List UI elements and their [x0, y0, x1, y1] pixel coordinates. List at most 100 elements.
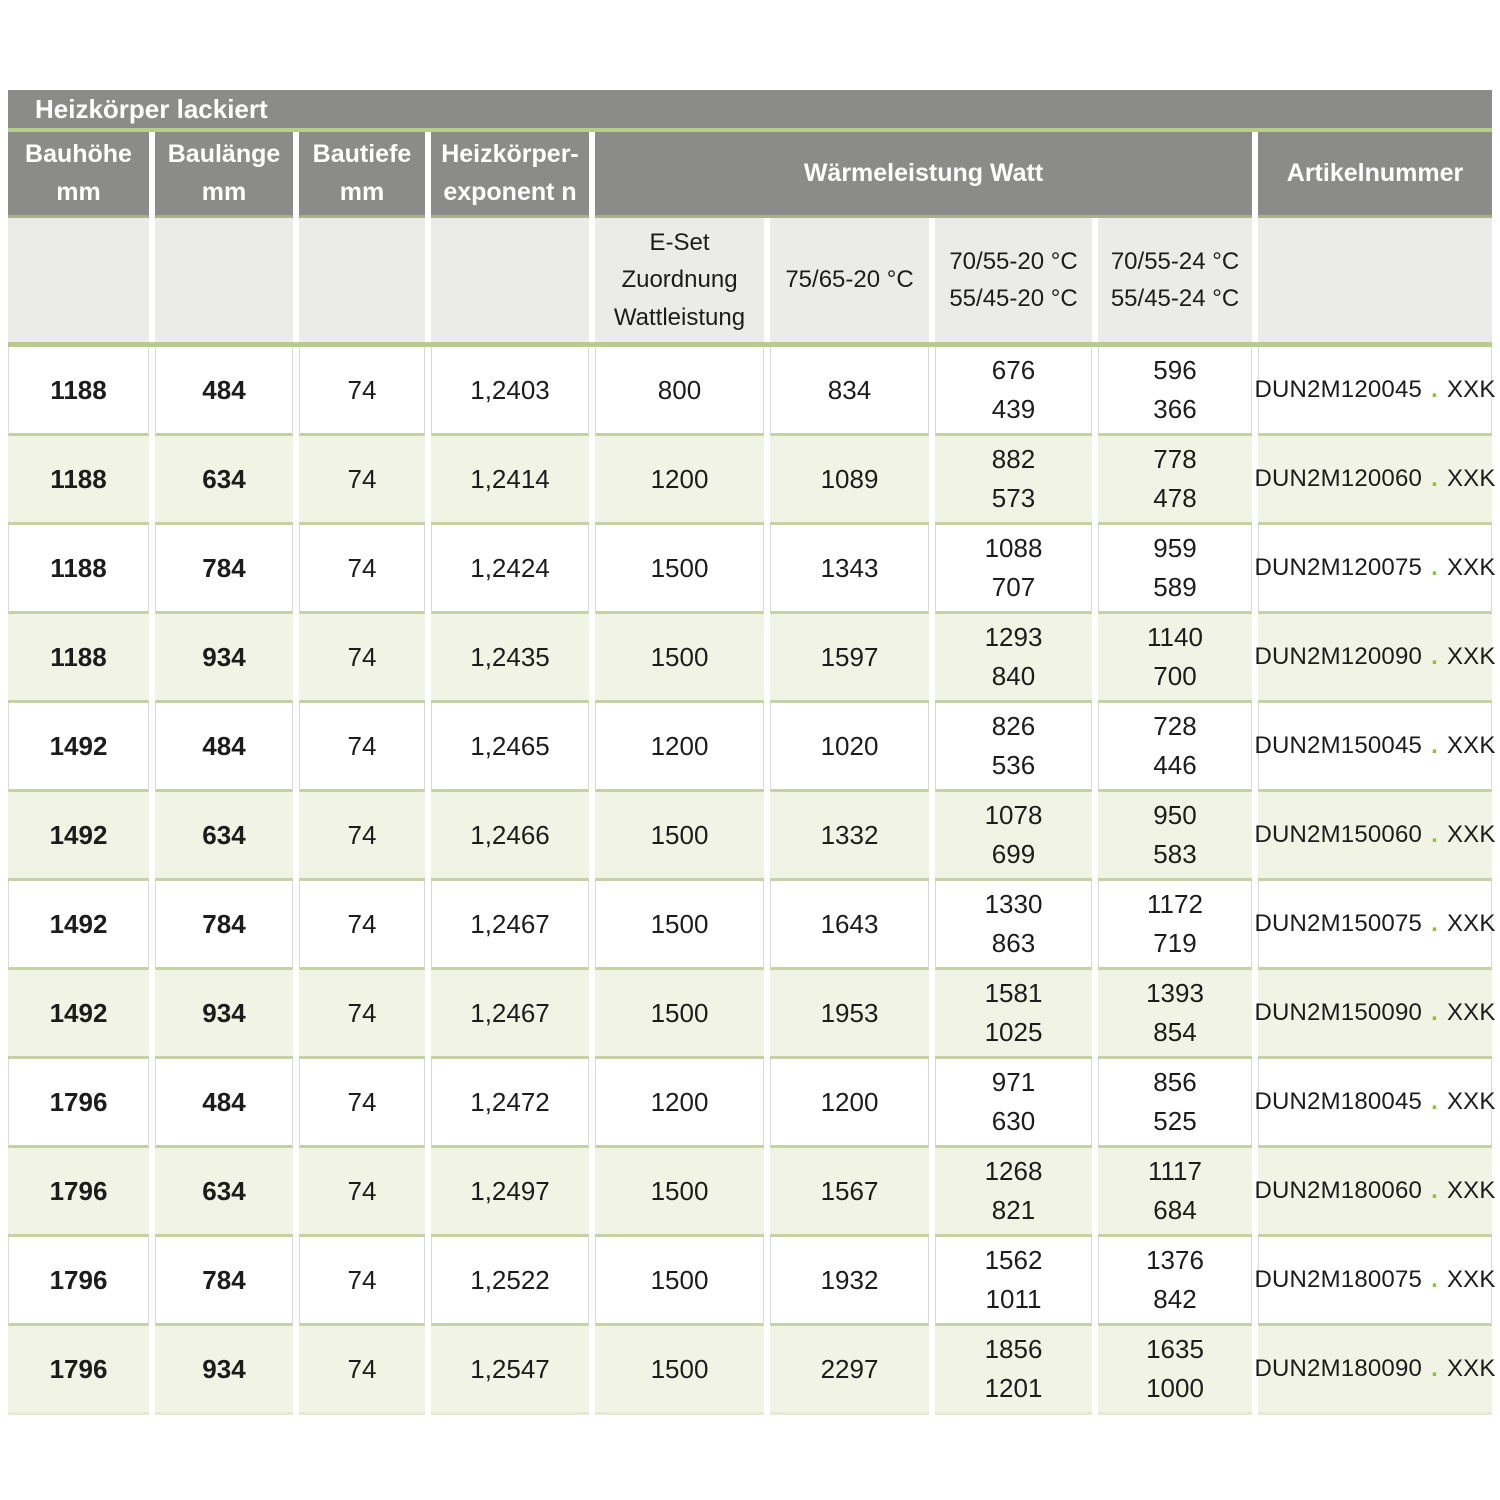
cell-bauhoehe: 1492 — [8, 970, 149, 1059]
subheader-line: E-Set — [649, 229, 710, 257]
watt-value-low: 707 — [991, 572, 1036, 602]
watt-value-low: 439 — [991, 394, 1036, 424]
cell-watt-70-55-20: 1330 863 — [935, 881, 1092, 970]
divider-top — [8, 128, 1492, 132]
artikel-suffix: XXK — [1446, 643, 1496, 670]
col-header-line: Bauhöhe — [25, 140, 132, 168]
cell-baulaenge: 784 — [155, 1237, 293, 1326]
cell-watt-70-55-24: 856 525 — [1098, 1059, 1252, 1148]
watt-value-high: 596 — [1153, 355, 1197, 385]
artikel-separator-dot: . — [1431, 1088, 1438, 1115]
cell-bautiefe: 74 — [299, 1148, 425, 1237]
cell-bauhoehe: 1492 — [8, 703, 149, 792]
cell-watt-70-55-20: 1268 821 — [935, 1148, 1092, 1237]
artikel-code: DUN2M150060 — [1254, 821, 1423, 848]
cell-watt-70-55-20: 826 536 — [935, 703, 1092, 792]
cell-eset-wattleistung: 1500 — [595, 1326, 764, 1415]
col-header-line: Heizkörper- — [441, 140, 579, 168]
watt-value-high: 1635 — [1146, 1334, 1204, 1364]
watt-value-low: 842 — [1153, 1284, 1197, 1314]
cell-watt-75-65: 1343 — [770, 525, 929, 614]
watt-value-low: 863 — [991, 928, 1036, 958]
cell-watt-75-65: 1597 — [770, 614, 929, 703]
cell-watt-70-55-24: 959 589 — [1098, 525, 1252, 614]
artikel-suffix: XXK — [1446, 1266, 1496, 1293]
cell-eset-wattleistung: 1200 — [595, 703, 764, 792]
col-header-artikelnummer: Artikelnummer — [1258, 132, 1492, 218]
artikel-code: DUN2M180090 — [1254, 1355, 1423, 1382]
subheader-temp-70-55-24: 70/55-24 °C 55/45-24 °C — [1098, 218, 1252, 342]
watt-value-high: 882 — [991, 444, 1036, 474]
artikel-suffix: XXK — [1446, 554, 1496, 581]
watt-value-low: 1000 — [1146, 1373, 1204, 1403]
cell-watt-75-65: 1020 — [770, 703, 929, 792]
cell-exponent: 1,2497 — [431, 1148, 589, 1237]
cell-baulaenge: 484 — [155, 1059, 293, 1148]
cell-bautiefe: 74 — [299, 436, 425, 525]
artikel-suffix: XXK — [1446, 999, 1496, 1026]
watt-value-low: 478 — [1153, 483, 1197, 513]
watt-value-low: 684 — [1153, 1195, 1197, 1225]
cell-watt-70-55-24: 1117 684 — [1098, 1148, 1252, 1237]
cell-eset-wattleistung: 1500 — [595, 881, 764, 970]
cell-bauhoehe: 1188 — [8, 614, 149, 703]
cell-bauhoehe: 1492 — [8, 881, 149, 970]
watt-value-high: 676 — [991, 355, 1036, 385]
cell-baulaenge: 634 — [155, 1148, 293, 1237]
cell-baulaenge: 484 — [155, 703, 293, 792]
cell-bautiefe: 74 — [299, 881, 425, 970]
cell-bautiefe: 74 — [299, 1059, 425, 1148]
cell-bauhoehe: 1188 — [8, 347, 149, 436]
watt-value-low: 1025 — [984, 1017, 1043, 1047]
cell-artikelnummer: DUN2M120060 . XXK — [1254, 436, 1495, 525]
cell-watt-70-55-20: 676 439 — [935, 347, 1092, 436]
artikel-separator-dot: . — [1431, 910, 1438, 937]
artikel-code: DUN2M150045 — [1254, 732, 1423, 759]
artikel-suffix: XXK — [1446, 465, 1496, 492]
cell-baulaenge: 634 — [155, 792, 293, 881]
cell-baulaenge: 784 — [155, 525, 293, 614]
artikel-separator-dot: . — [1431, 1266, 1438, 1293]
subheader-line: Zuordnung — [621, 266, 738, 294]
col-header-line: mm — [56, 177, 101, 206]
cell-watt-70-55-24: 778 478 — [1098, 436, 1252, 525]
subheader-line: 70/55-24 °C — [1110, 247, 1240, 275]
cell-watt-70-55-24: 1140 700 — [1098, 614, 1252, 703]
cell-artikelnummer: DUN2M180090 . XXK — [1254, 1326, 1495, 1415]
cell-artikelnummer: DUN2M180045 . XXK — [1254, 1059, 1495, 1148]
cell-exponent: 1,2414 — [431, 436, 589, 525]
cell-exponent: 1,2465 — [431, 703, 589, 792]
col-header-line: Baulänge — [167, 140, 281, 168]
watt-value-low: 1201 — [984, 1373, 1043, 1403]
cell-baulaenge: 784 — [155, 881, 293, 970]
cell-watt-70-55-20: 1562 1011 — [935, 1237, 1092, 1326]
col-header-line: mm — [201, 177, 247, 206]
artikel-code: DUN2M120045 — [1254, 376, 1423, 403]
cell-exponent: 1,2403 — [431, 347, 589, 436]
watt-value-high: 1376 — [1146, 1245, 1204, 1275]
cell-bautiefe: 74 — [299, 970, 425, 1059]
watt-value-low: 583 — [1153, 839, 1197, 869]
col-header-waermeleistung: Wärmeleistung Watt — [595, 132, 1252, 218]
cell-watt-75-65: 1200 — [770, 1059, 929, 1148]
watt-value-low: 630 — [991, 1106, 1036, 1136]
cell-exponent: 1,2467 — [431, 970, 589, 1059]
cell-bauhoehe: 1188 — [8, 436, 149, 525]
cell-watt-70-55-24: 1172 719 — [1098, 881, 1252, 970]
subheader-line: 75/65-20 °C — [785, 266, 914, 294]
watt-value-low: 699 — [991, 839, 1036, 869]
artikel-code: DUN2M150090 — [1254, 999, 1423, 1026]
cell-watt-75-65: 834 — [770, 347, 929, 436]
col-header-bauhoehe: Bauhöhe mm — [8, 132, 149, 218]
watt-value-high: 1140 — [1147, 622, 1203, 652]
cell-watt-75-65: 1089 — [770, 436, 929, 525]
col-header-line: mm — [339, 177, 385, 206]
cell-watt-70-55-20: 971 630 — [935, 1059, 1092, 1148]
cell-bautiefe: 74 — [299, 792, 425, 881]
watt-value-low: 525 — [1153, 1106, 1197, 1136]
cell-watt-75-65: 2297 — [770, 1326, 929, 1415]
artikel-suffix: XXK — [1446, 1355, 1496, 1382]
cell-bauhoehe: 1796 — [8, 1059, 149, 1148]
artikel-separator-dot: . — [1431, 643, 1438, 670]
cell-bautiefe: 74 — [299, 614, 425, 703]
